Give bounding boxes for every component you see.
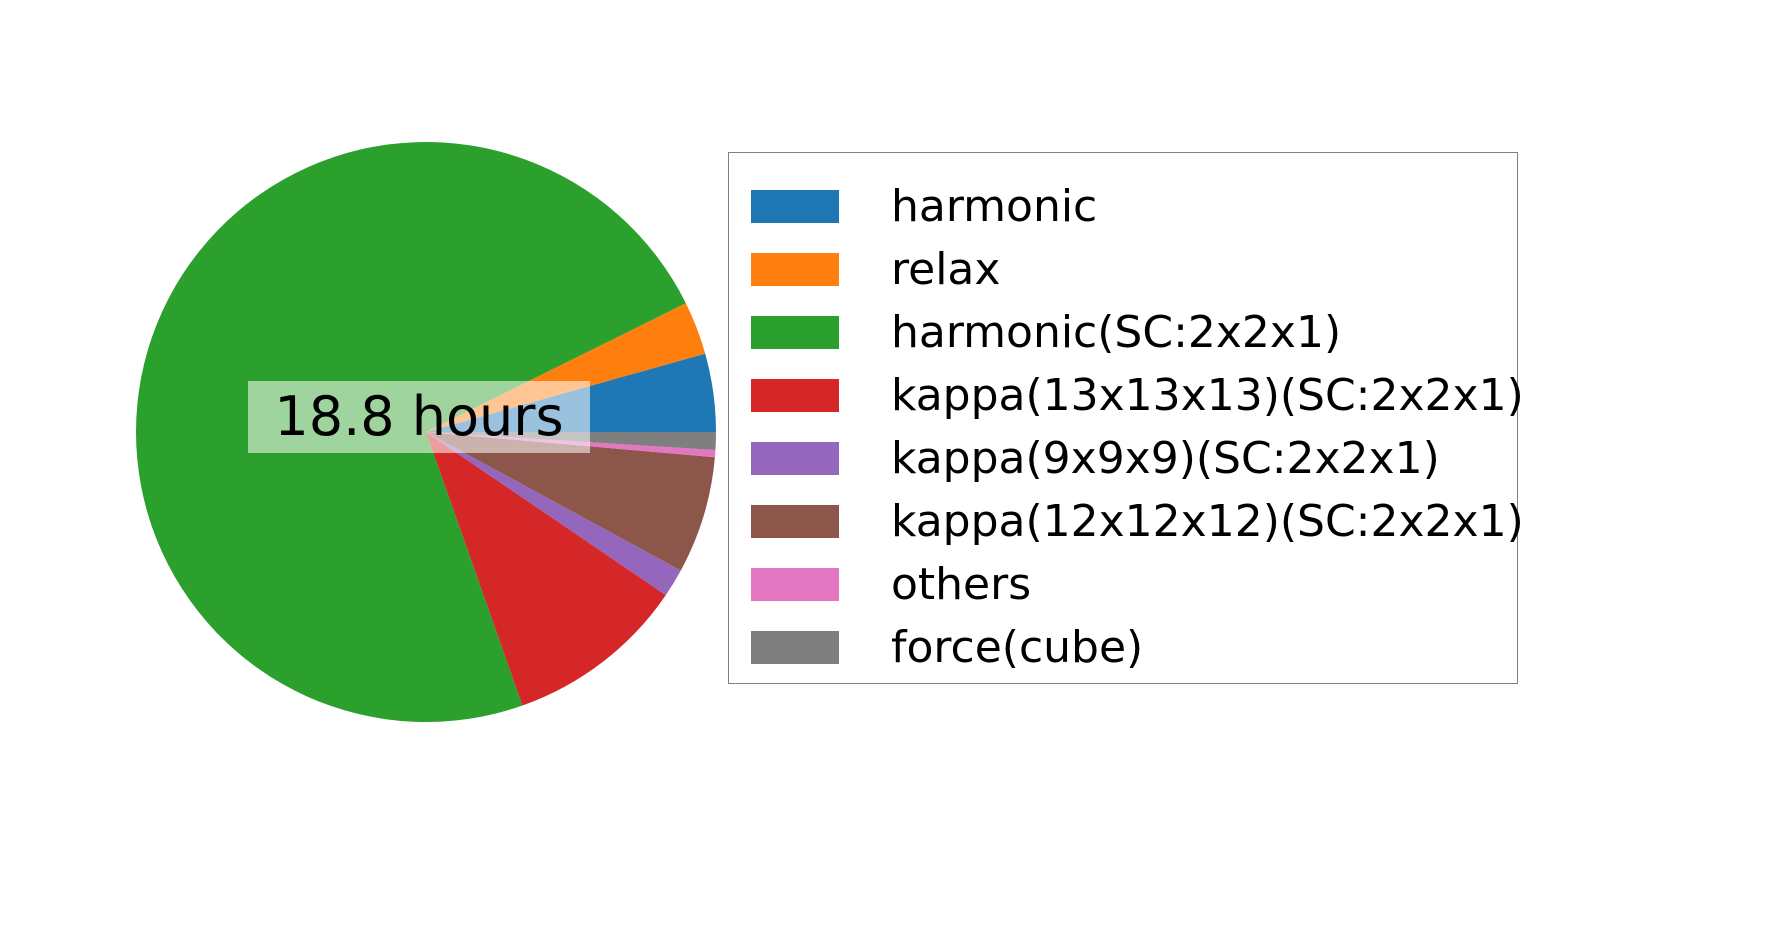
- legend-item-kappa-13x13x13-sc-2x2x1[interactable]: kappa(13x13x13)(SC:2x2x1): [729, 364, 1524, 427]
- legend-swatch-icon: [751, 379, 839, 412]
- legend-item-relax[interactable]: relax: [729, 238, 1517, 301]
- legend-box: harmonic relax harmonic(SC:2x2x1) kappa(13x…: [728, 152, 1524, 684]
- legend-swatch-icon: [751, 568, 839, 601]
- legend-item-harmonic[interactable]: harmonic: [729, 175, 1517, 238]
- legend-item-kappa-12x12x12-sc-2x2x1[interactable]: kappa(12x12x12)(SC:2x2x1): [729, 490, 1524, 553]
- pie-slice-kappa-13x13x13-sc-2x2x1[interactable]: kappa(13x13x13)(SC:2x2x1) — 10.2%: [426, 432, 666, 706]
- legend-item-label: kappa(9x9x9)(SC:2x2x1): [891, 432, 1440, 484]
- legend-item-label: kappa(13x13x13)(SC:2x2x1): [891, 369, 1524, 421]
- legend-item-others[interactable]: others: [729, 553, 1517, 616]
- legend-swatch-icon: [751, 631, 839, 664]
- pie-slice-group: harmonic — 4.4%relax — 3%harmonic(SC:2x2…: [136, 141, 716, 722]
- legend-item-label: harmonic: [891, 180, 1098, 232]
- legend-item-force-cube[interactable]: force(cube): [729, 616, 1517, 679]
- legend-item-label: others: [891, 558, 1032, 610]
- legend-item-kappa-9x9x9-sc-2x2x1[interactable]: kappa(9x9x9)(SC:2x2x1): [729, 427, 1517, 490]
- legend-item-label: kappa(12x12x12)(SC:2x2x1): [891, 495, 1524, 547]
- legend-item-harmonic-sc-2x2x1[interactable]: harmonic(SC:2x2x1): [729, 301, 1517, 364]
- legend-swatch-icon: [751, 190, 839, 223]
- pie-slice-kappa-9x9x9-sc-2x2x1[interactable]: kappa(9x9x9)(SC:2x2x1) — 1.6%: [426, 432, 681, 596]
- legend-item-label: relax: [891, 243, 1001, 295]
- legend-item-label: force(cube): [891, 621, 1144, 673]
- legend-swatch-icon: [751, 442, 839, 475]
- pie-slice-kappa-12x12x12-sc-2x2x1[interactable]: kappa(12x12x12)(SC:2x2x1) — 6.6%: [426, 432, 715, 571]
- legend-swatch-icon: [751, 316, 839, 349]
- legend-swatch-icon: [751, 505, 839, 538]
- legend-items: harmonic relax harmonic(SC:2x2x1) kappa(13x…: [729, 175, 1524, 679]
- legend-item-label: harmonic(SC:2x2x1): [891, 306, 1342, 358]
- legend-swatch-icon: [751, 253, 839, 286]
